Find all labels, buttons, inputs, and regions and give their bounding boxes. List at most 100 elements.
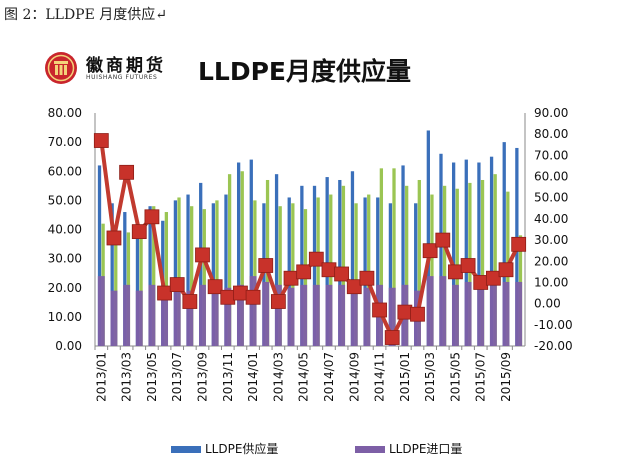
line-point	[195, 247, 210, 263]
y-right-tick-label: 60.00	[534, 170, 568, 184]
bar-green-series	[152, 206, 156, 346]
bar-supply	[148, 206, 152, 346]
bar-supply	[489, 156, 494, 346]
y-right-tick-label: 10.00	[534, 275, 568, 289]
bar-import	[464, 281, 472, 346]
bar-supply	[350, 171, 355, 346]
y-right-tick-label: 20.00	[534, 254, 568, 268]
line-point	[435, 232, 451, 248]
bar-green-series	[202, 209, 206, 346]
line-point	[245, 289, 261, 305]
y-right-tick-label: -20.00	[534, 339, 573, 353]
y-right-tick-label: 40.00	[534, 212, 568, 226]
bar-supply	[211, 203, 215, 346]
x-tick-label: 2015/07	[474, 352, 488, 402]
line-point	[397, 304, 413, 320]
line-point	[207, 279, 223, 295]
bar-supply	[123, 212, 127, 346]
bar-green-series	[442, 185, 447, 346]
bar-supply	[338, 179, 342, 346]
bar-green-series	[316, 197, 320, 346]
chart-title: LLDPE月度供应量	[198, 57, 412, 86]
line-point	[220, 289, 236, 305]
line-point	[511, 236, 527, 252]
bar-supply	[274, 174, 279, 346]
x-tick-label: 2013/11	[221, 352, 235, 402]
line-point	[233, 285, 248, 301]
y-right-tick-label: 90.00	[534, 106, 568, 120]
bar-green-series	[253, 200, 257, 346]
bar-import	[123, 284, 131, 346]
logo-text-cn: 徽商期货	[86, 56, 166, 76]
bar-supply	[451, 162, 456, 346]
x-tick-label: 2015/01	[398, 352, 412, 402]
legend-label-supply: LLDPE供应量	[205, 442, 279, 456]
line-point	[359, 270, 375, 286]
y-right-tick-label: 30.00	[534, 233, 568, 247]
y-left-tick-label: 30.00	[48, 252, 82, 266]
bar-green-series	[354, 203, 358, 346]
bar-green-series	[417, 179, 421, 346]
x-tick-label: 2015/09	[499, 352, 513, 402]
legend-swatch-import	[355, 446, 385, 453]
logo-emblem-icon	[45, 52, 77, 84]
bar-import	[224, 287, 232, 346]
line-point	[182, 294, 198, 309]
bar-import	[388, 287, 396, 346]
y-left-tick-label: 50.00	[48, 193, 82, 207]
y-right-tick-label: -10.00	[534, 318, 573, 332]
bar-supply	[502, 142, 506, 346]
y-left-tick-label: 0.00	[55, 339, 82, 353]
line-point	[308, 251, 324, 267]
company-logo: 徽商期货 HUISHANG FUTURES	[44, 51, 194, 91]
bar-import	[186, 290, 194, 346]
line-point	[258, 258, 274, 273]
bar-green-series	[240, 171, 244, 346]
bar-supply	[224, 194, 228, 346]
bar-import	[274, 284, 282, 346]
bar-green-series	[493, 174, 497, 346]
bar-green-series	[139, 229, 143, 346]
bar-supply	[97, 165, 102, 346]
bar-import	[363, 287, 371, 346]
line-point	[473, 275, 489, 290]
line-point	[106, 230, 122, 246]
bar-supply	[464, 159, 468, 346]
bar-supply	[477, 162, 481, 346]
bar-import	[199, 284, 206, 346]
bar-supply	[173, 200, 178, 346]
bar-supply	[110, 203, 114, 346]
y-left-tick-label: 10.00	[48, 310, 82, 324]
bar-green-series	[215, 200, 219, 346]
x-tick-label: 2014/07	[322, 352, 336, 402]
bar-supply	[376, 197, 380, 346]
x-tick-label: 2013/09	[196, 352, 210, 402]
y-left-tick-label: 60.00	[48, 164, 82, 178]
bar-import	[173, 287, 181, 346]
line-point	[448, 264, 463, 280]
line-point	[119, 164, 135, 180]
bar-import	[439, 276, 447, 346]
line-point	[144, 209, 160, 225]
y-left-tick-label: 40.00	[48, 223, 82, 237]
bar-green-series	[367, 194, 371, 346]
bar-green-series	[480, 179, 485, 346]
figure-caption: 图 2：LLDPE 月度供应↵	[4, 7, 167, 23]
bar-supply	[135, 229, 140, 346]
bar-import	[110, 290, 118, 346]
logo-text-en: HUISHANG FUTURES	[86, 74, 158, 81]
legend-item-import: LLDPE进口量	[355, 440, 462, 457]
bar-green-series	[341, 185, 346, 346]
legend-label-import: LLDPE进口量	[389, 442, 463, 456]
bar-green-series	[379, 168, 384, 346]
bar-import	[477, 284, 485, 346]
legend-swatch-supply	[171, 446, 201, 453]
y-left-tick-label: 20.00	[48, 281, 82, 295]
x-tick-label: 2014/11	[373, 352, 387, 402]
bar-green-series	[114, 229, 118, 346]
bar-green-series	[177, 197, 181, 346]
bar-import	[148, 284, 156, 346]
bar-green-series	[405, 185, 409, 346]
bar-supply	[186, 194, 190, 346]
x-tick-label: 2013/07	[170, 352, 184, 402]
